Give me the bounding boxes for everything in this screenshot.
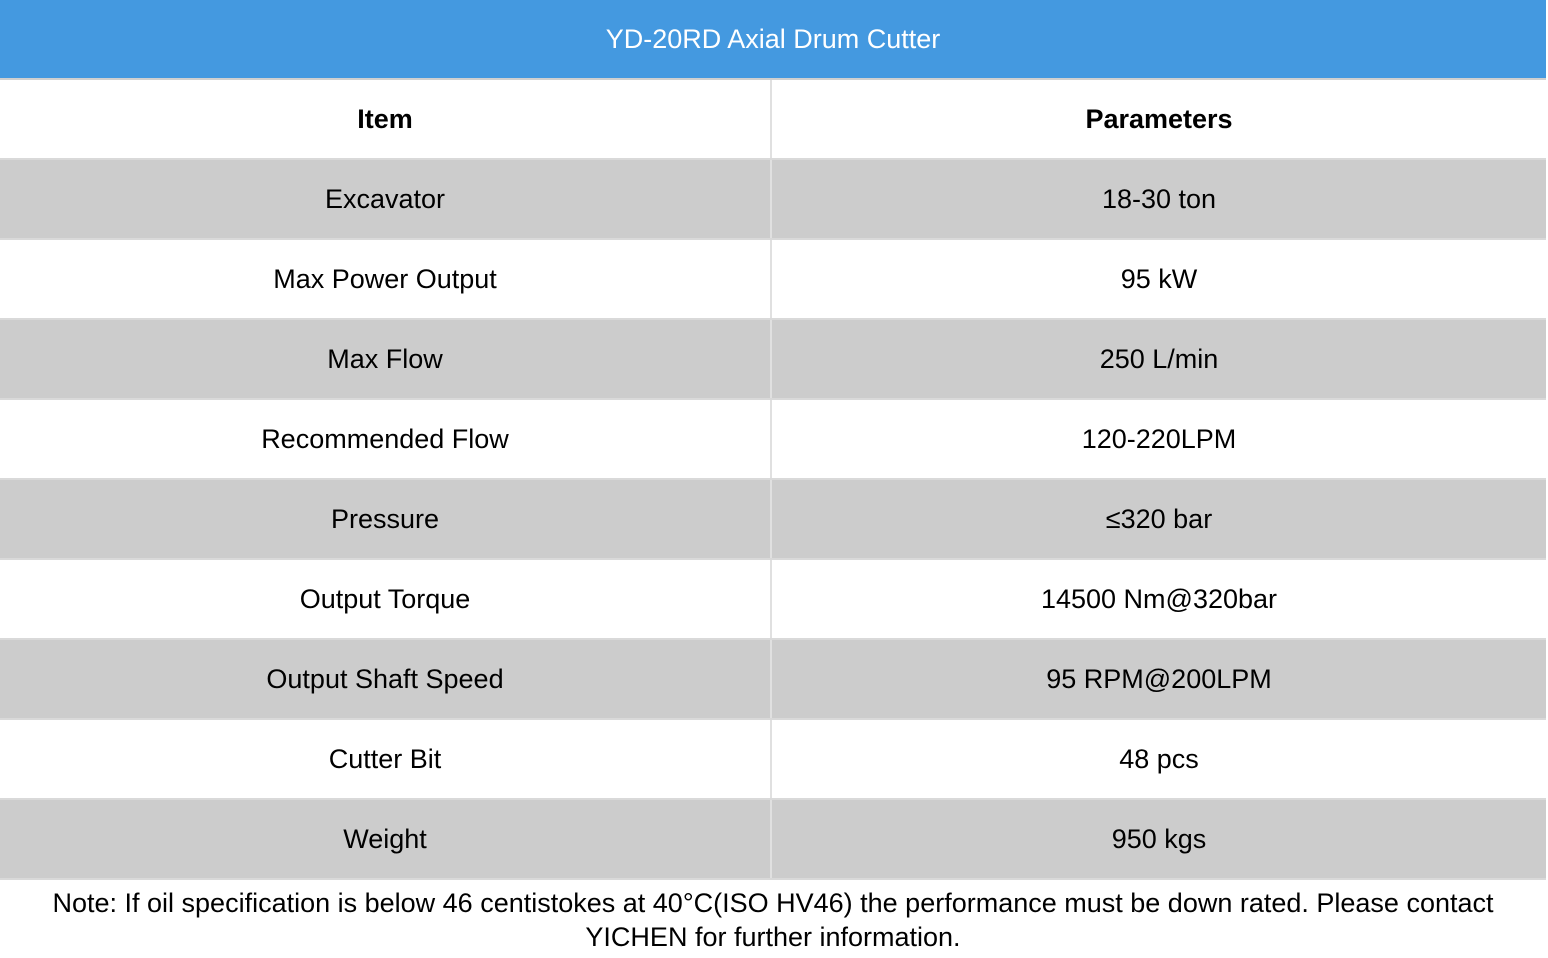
table-cell: Recommended Flow [0, 400, 772, 478]
table-cell: 95 RPM@200LPM [1046, 663, 1272, 694]
table-row: Cutter Bit 48 pcs [0, 720, 1546, 800]
table-row: Weight 950 kgs [0, 800, 1546, 880]
table-cell: Max Flow [0, 320, 772, 398]
table-cell: Weight [0, 800, 772, 878]
table-cell: 48 pcs [1119, 743, 1199, 774]
table-cell: 18-30 ton [1101, 183, 1217, 214]
table-row: Output Shaft Speed 95 RPM@200LPM [0, 640, 1546, 720]
header-cell: Parameters [1085, 103, 1233, 134]
table-row: Excavator 18-30 ton [0, 160, 1546, 240]
table-cell: 950 kgs [1111, 823, 1207, 854]
table-row: Pressure ≤320 bar [0, 480, 1546, 560]
table-cell: 250 L/min [1099, 343, 1219, 374]
table-cell: Output Shaft Speed [0, 640, 772, 718]
table-cell: Output Torque [0, 560, 772, 638]
header-row: Item Parameters [0, 80, 1546, 160]
table-cell: ≤320 bar [1105, 503, 1213, 534]
table-cell: 95 kW [1120, 263, 1198, 294]
note: Note: If oil specification is below 46 c… [52, 888, 1494, 952]
table-row: Recommended Flow 120-220LPM [0, 400, 1546, 480]
table-cell: 14500 Nm@320bar [1040, 583, 1278, 614]
header-cell: Item [0, 80, 772, 158]
table-title: YD-20RD Axial Drum Cutter [0, 0, 1546, 80]
table-cell: Pressure [0, 480, 772, 558]
table-cell: Excavator [0, 160, 772, 238]
table-cell: Max Power Output [0, 240, 772, 318]
table-cell: 120-220LPM [1081, 423, 1237, 454]
table-row: Output Torque 14500 Nm@320bar [0, 560, 1546, 640]
table-row: Max Power Output 95 kW [0, 240, 1546, 320]
table-cell: Cutter Bit [0, 720, 772, 798]
table-row: Max Flow 250 L/min [0, 320, 1546, 400]
